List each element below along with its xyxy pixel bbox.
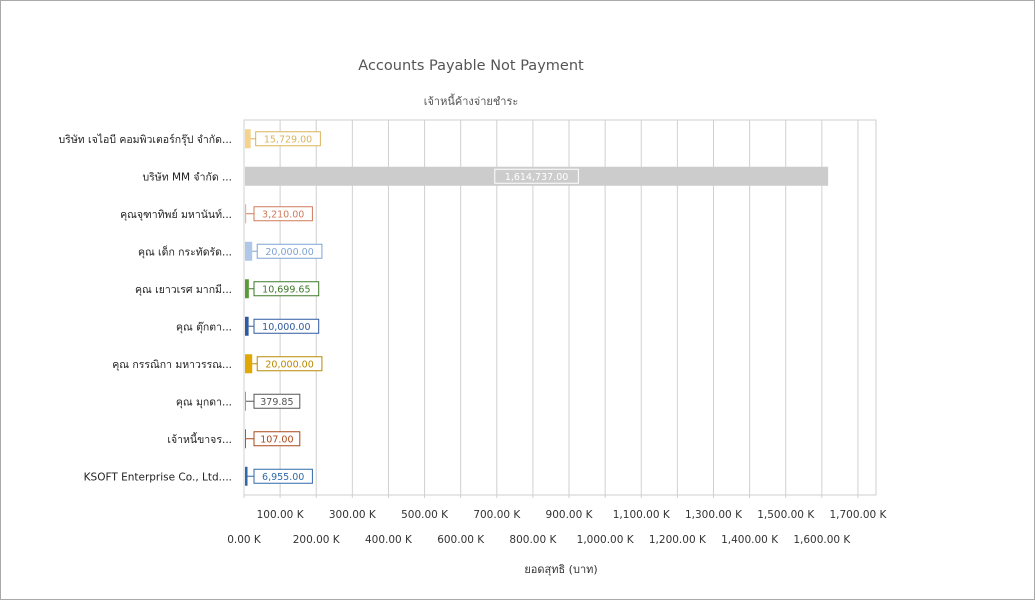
bar (245, 354, 253, 374)
x-tick-label: 1,100.00 K (613, 509, 671, 521)
category-label: คุณ กรรณิกา มหาวรรณ... (112, 359, 232, 371)
bar (245, 466, 248, 486)
bar (245, 429, 246, 449)
category-label: คุณ เยาวเรศ มากมี... (135, 283, 232, 296)
x-tick-label: 200.00 K (293, 534, 341, 546)
data-label-box (494, 168, 579, 184)
data-label: 107.00 (260, 434, 293, 445)
x-tick-label: 800.00 K (509, 534, 557, 546)
bar (245, 316, 249, 336)
x-tick-label: 1,400.00 K (721, 534, 779, 546)
data-label: 20,000.00 (265, 359, 313, 370)
x-axis-label: ยอดสุทธิ (บาท) (524, 563, 598, 576)
category-label: คุณจุฑาทิพย์ มหานันท์... (120, 208, 232, 221)
bar (245, 279, 249, 299)
x-tick-label: 0.00 K (227, 534, 262, 546)
x-tick-label: 700.00 K (473, 509, 521, 521)
chart-subtitle: เจ้าหนี้ค้างจ่ายชำระ (423, 95, 519, 108)
bar (245, 241, 253, 261)
x-tick-label: 1,700.00 K (829, 509, 887, 521)
data-label-box (253, 468, 313, 484)
x-tick-label: 400.00 K (365, 534, 413, 546)
data-label: 1,614,737.00 (505, 172, 568, 183)
x-tick-label: 500.00 K (401, 509, 449, 521)
x-tick-label: 100.00 K (257, 509, 305, 521)
x-tick-label: 600.00 K (437, 534, 485, 546)
category-label: บริษัท MM จำกัด ... (142, 171, 232, 183)
category-label: KSOFT Enterprise Co., Ltd.... (84, 471, 232, 483)
data-label-box (253, 431, 301, 447)
data-label: 20,000.00 (265, 247, 313, 258)
data-label-box (253, 393, 301, 409)
x-tick-label: 1,500.00 K (757, 509, 815, 521)
data-label-box (253, 206, 313, 222)
x-tick-label: 1,600.00 K (793, 534, 851, 546)
data-label: 3,210.00 (262, 209, 304, 220)
bars: 15,729.00 1,614,737.00 3,210.00 20,000.00 10… (245, 129, 829, 486)
x-tick-label: 1,200.00 K (649, 534, 707, 546)
data-label: 15,729.00 (264, 134, 312, 145)
category-label: คุณ มุกดา... (176, 396, 232, 408)
bar (245, 204, 247, 224)
data-label: 6,955.00 (262, 472, 304, 483)
data-label: 10,000.00 (262, 322, 310, 333)
x-tick-labels: 0.00 K 100.00 K 200.00 K 300.00 K 400.00 K 50… (227, 509, 887, 546)
category-label: เจ้าหนี้ขาจร... (167, 432, 232, 446)
x-tick-label: 1,000.00 K (577, 534, 635, 546)
category-label: คุณ เด็ก กระทัดรัด... (138, 244, 232, 258)
category-label: บริษัท เจไอบี คอมพิวเตอร์กรุ๊ป จำกัด... (59, 133, 232, 146)
data-label: 10,699.65 (262, 284, 310, 295)
data-label-box (253, 281, 320, 297)
chart-title: Accounts Payable Not Payment (358, 58, 584, 74)
x-tick-label: 900.00 K (546, 509, 594, 521)
category-label: คุณ ตุ๊กตา... (176, 320, 232, 333)
x-tick-label: 1,300.00 K (685, 509, 743, 521)
data-label: 379.85 (260, 397, 293, 408)
bar (245, 391, 246, 411)
data-label-box (256, 243, 323, 259)
data-label-box (256, 356, 323, 372)
bar (245, 129, 251, 149)
data-label-box (253, 318, 320, 334)
x-tick-label: 300.00 K (329, 509, 377, 521)
category-labels: บริษัท เจไอบี คอมพิวเตอร์กรุ๊ป จำกัด... บ… (59, 133, 232, 484)
data-label-box (255, 131, 321, 147)
